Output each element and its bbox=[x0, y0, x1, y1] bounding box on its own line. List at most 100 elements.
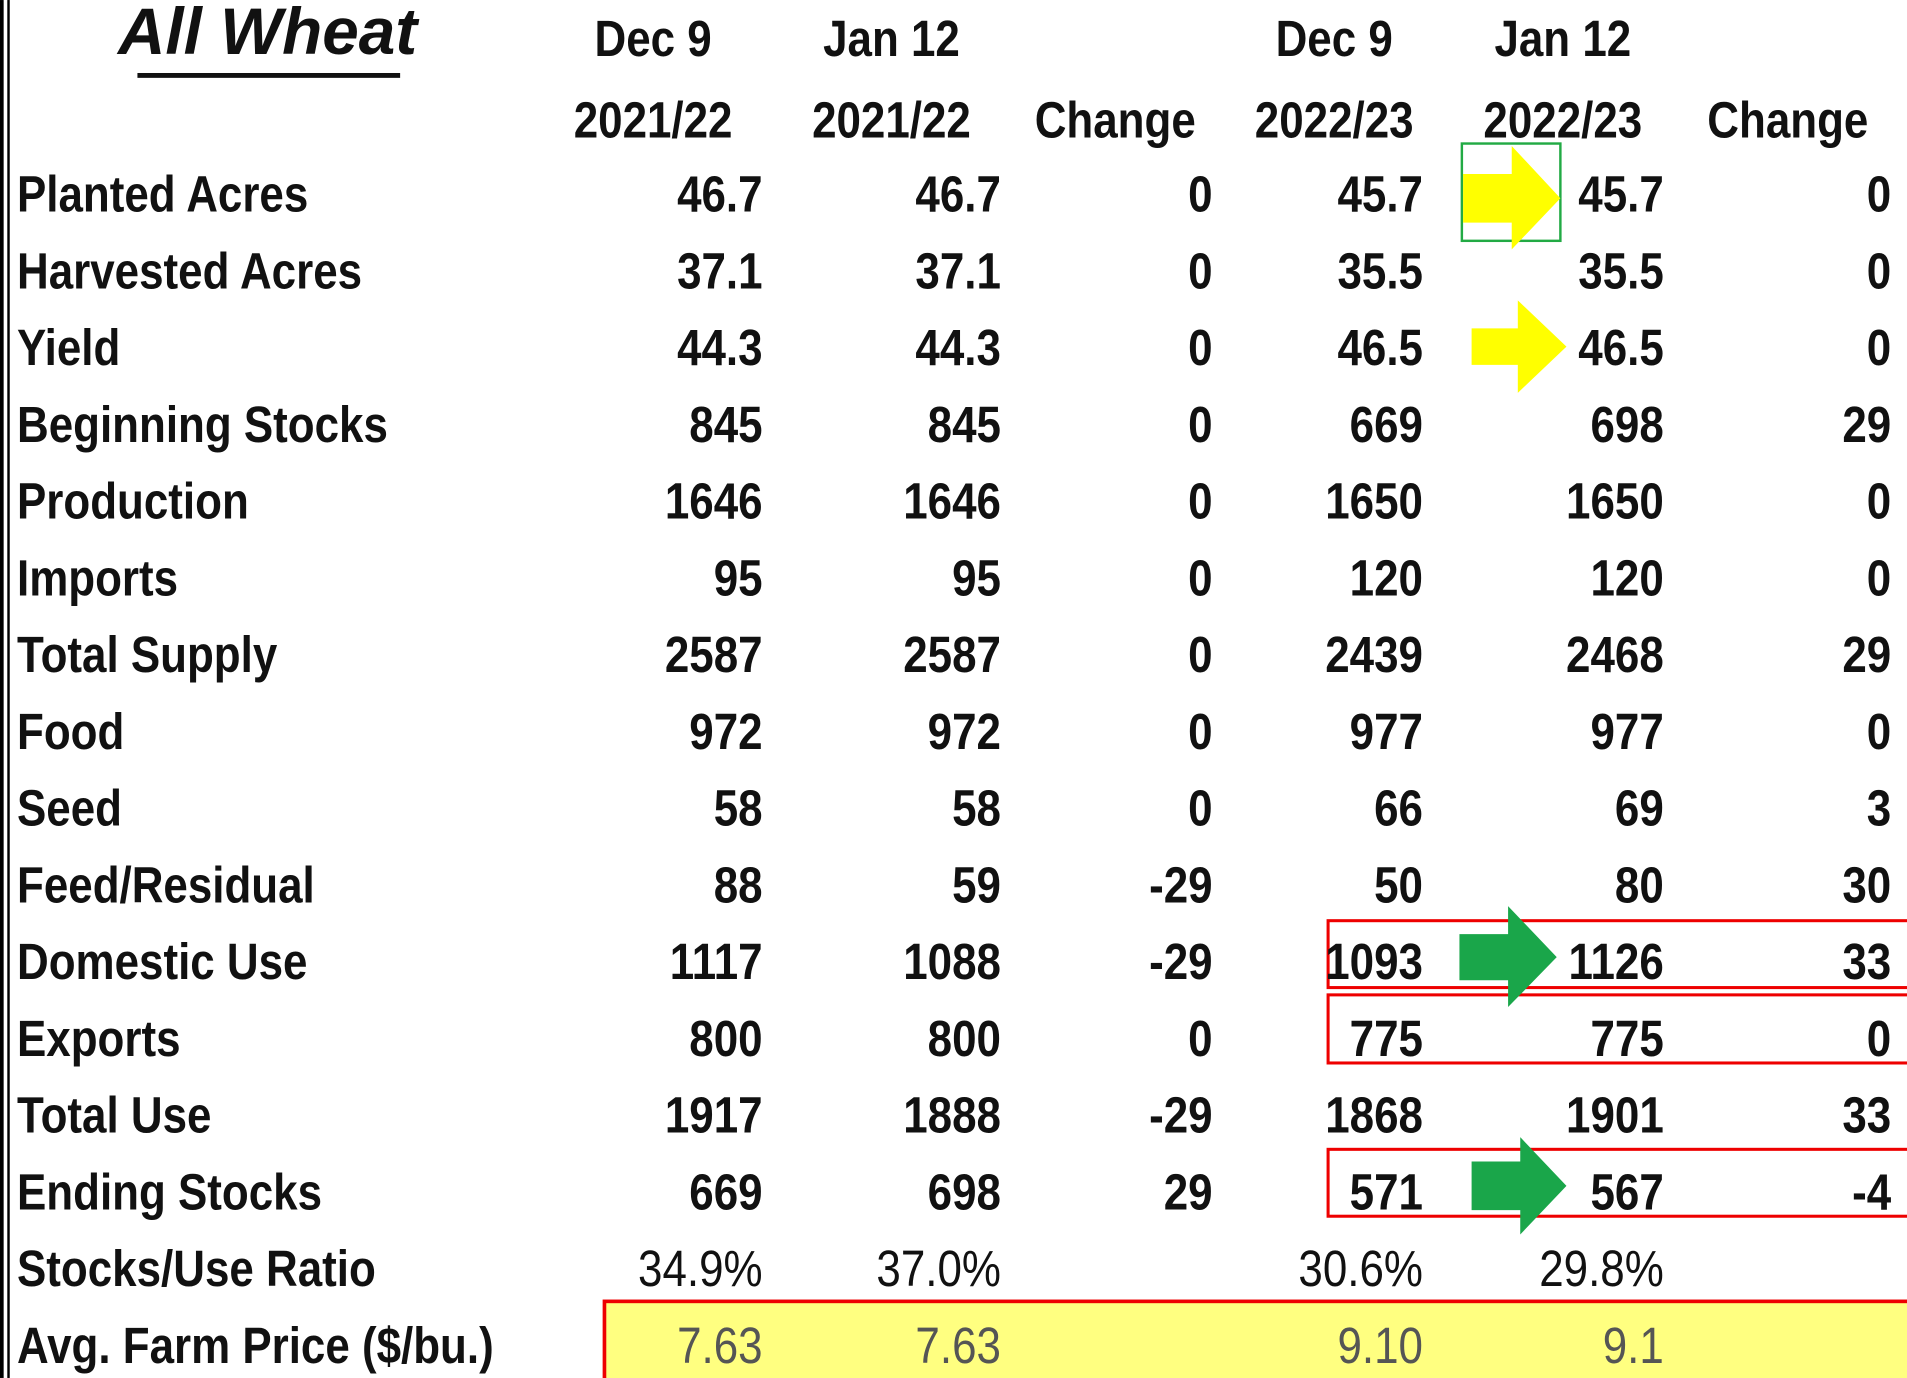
green-box bbox=[1460, 142, 1562, 243]
cell: 800 bbox=[689, 1011, 762, 1068]
cell: 0 bbox=[1867, 167, 1891, 224]
cell: -29 bbox=[1149, 1088, 1212, 1145]
cell: -4 bbox=[1852, 1164, 1892, 1221]
row-label: Harvested Acres bbox=[17, 243, 362, 300]
cell: 0 bbox=[1188, 627, 1212, 684]
cell: 29 bbox=[1842, 627, 1891, 684]
cell: 0 bbox=[1188, 1011, 1212, 1068]
header-bottom: Change bbox=[1707, 93, 1868, 150]
row-label: Yield bbox=[17, 320, 120, 377]
cell: 669 bbox=[689, 1164, 762, 1221]
cell: 0 bbox=[1188, 781, 1212, 838]
cell: 0 bbox=[1188, 320, 1212, 377]
cell: 34.9% bbox=[638, 1241, 763, 1298]
cell: 2439 bbox=[1325, 627, 1423, 684]
cell: 0 bbox=[1188, 474, 1212, 531]
cell: 1646 bbox=[665, 474, 763, 531]
cell: 46.7 bbox=[915, 167, 1000, 224]
cell: -29 bbox=[1149, 857, 1212, 914]
cell: 37.0% bbox=[876, 1241, 1001, 1298]
cell: 1888 bbox=[903, 1088, 1001, 1145]
cell: 571 bbox=[1350, 1164, 1423, 1221]
cell: 3 bbox=[1867, 781, 1891, 838]
cell: 88 bbox=[714, 857, 763, 914]
cell: 33 bbox=[1842, 1088, 1891, 1145]
cell: 1646 bbox=[903, 474, 1001, 531]
cell: 2587 bbox=[665, 627, 763, 684]
cell: 977 bbox=[1350, 704, 1423, 761]
title: All Wheat bbox=[116, 0, 420, 68]
cell: 775 bbox=[1350, 1011, 1423, 1068]
cell: 1650 bbox=[1325, 474, 1423, 531]
cell: 7.63 bbox=[677, 1318, 762, 1375]
green-arrow bbox=[1471, 1137, 1567, 1235]
row-label: Production bbox=[17, 474, 249, 531]
cell: 58 bbox=[952, 781, 1001, 838]
yellow-arrow bbox=[1471, 300, 1567, 393]
header-bottom: Change bbox=[1035, 93, 1196, 150]
cell: 37.1 bbox=[915, 243, 1000, 300]
cell: 120 bbox=[1590, 550, 1663, 607]
cell: 669 bbox=[1350, 397, 1423, 454]
red-box bbox=[1326, 919, 1907, 990]
cell: 845 bbox=[928, 397, 1001, 454]
red-box bbox=[1326, 1147, 1907, 1218]
row-label: Seed bbox=[17, 781, 122, 838]
cell: 1868 bbox=[1325, 1088, 1423, 1145]
header-top: Jan 12 bbox=[1494, 11, 1631, 68]
header-bottom: 2022/23 bbox=[1483, 93, 1642, 150]
row-label: Ending Stocks bbox=[17, 1164, 322, 1221]
cell: 29 bbox=[1842, 397, 1891, 454]
cell: 45.7 bbox=[1578, 167, 1663, 224]
cell: 29 bbox=[1164, 1164, 1213, 1221]
cell: 1088 bbox=[903, 934, 1001, 991]
cell: 0 bbox=[1188, 243, 1212, 300]
cell: 1126 bbox=[1568, 934, 1663, 991]
cell: 44.3 bbox=[915, 320, 1000, 377]
cell: 9.10 bbox=[1337, 1318, 1422, 1375]
cell: 977 bbox=[1590, 704, 1663, 761]
cell: 95 bbox=[714, 550, 763, 607]
cell: 1093 bbox=[1325, 934, 1423, 991]
cell: 698 bbox=[928, 1164, 1001, 1221]
cell: 50 bbox=[1374, 857, 1423, 914]
cell: 2587 bbox=[903, 627, 1001, 684]
cell: 2468 bbox=[1566, 627, 1664, 684]
cell: 46.5 bbox=[1578, 320, 1663, 377]
cell: 698 bbox=[1590, 397, 1663, 454]
row-label: Beginning Stocks bbox=[17, 397, 388, 454]
cell: 7.63 bbox=[915, 1318, 1000, 1375]
cell: 46.5 bbox=[1337, 320, 1422, 377]
cell: 0 bbox=[1867, 320, 1891, 377]
price-highlight bbox=[602, 1299, 1907, 1378]
header-top: Dec 9 bbox=[1276, 11, 1393, 68]
row-label: Total Use bbox=[17, 1088, 211, 1145]
cell: 972 bbox=[928, 704, 1001, 761]
cell: 44.3 bbox=[677, 320, 762, 377]
header-bottom: 2021/22 bbox=[812, 93, 971, 150]
cell: 0 bbox=[1188, 704, 1212, 761]
cell: 66 bbox=[1374, 781, 1423, 838]
left-border bbox=[7, 0, 10, 1378]
cell: 845 bbox=[689, 397, 762, 454]
cell: 0 bbox=[1867, 474, 1891, 531]
cell: 0 bbox=[1188, 397, 1212, 454]
green-arrow bbox=[1459, 906, 1557, 1008]
row-label: Planted Acres bbox=[17, 167, 308, 224]
row-label: Domestic Use bbox=[17, 934, 307, 991]
cell: 35.5 bbox=[1578, 243, 1663, 300]
header-bottom: 2021/22 bbox=[574, 93, 733, 150]
row-label: Stocks/Use Ratio bbox=[17, 1241, 376, 1298]
header-top: Jan 12 bbox=[823, 11, 960, 68]
row-label: Food bbox=[17, 704, 124, 761]
cell: 46.7 bbox=[677, 167, 762, 224]
cell: 0 bbox=[1867, 704, 1891, 761]
cell: 9.1 bbox=[1603, 1318, 1664, 1375]
cell: 1117 bbox=[670, 934, 763, 991]
header-bottom: 2022/23 bbox=[1255, 93, 1414, 150]
cell: 95 bbox=[952, 550, 1001, 607]
cell: 0 bbox=[1867, 243, 1891, 300]
cell: 80 bbox=[1615, 857, 1664, 914]
row-label: Feed/Residual bbox=[17, 857, 315, 914]
